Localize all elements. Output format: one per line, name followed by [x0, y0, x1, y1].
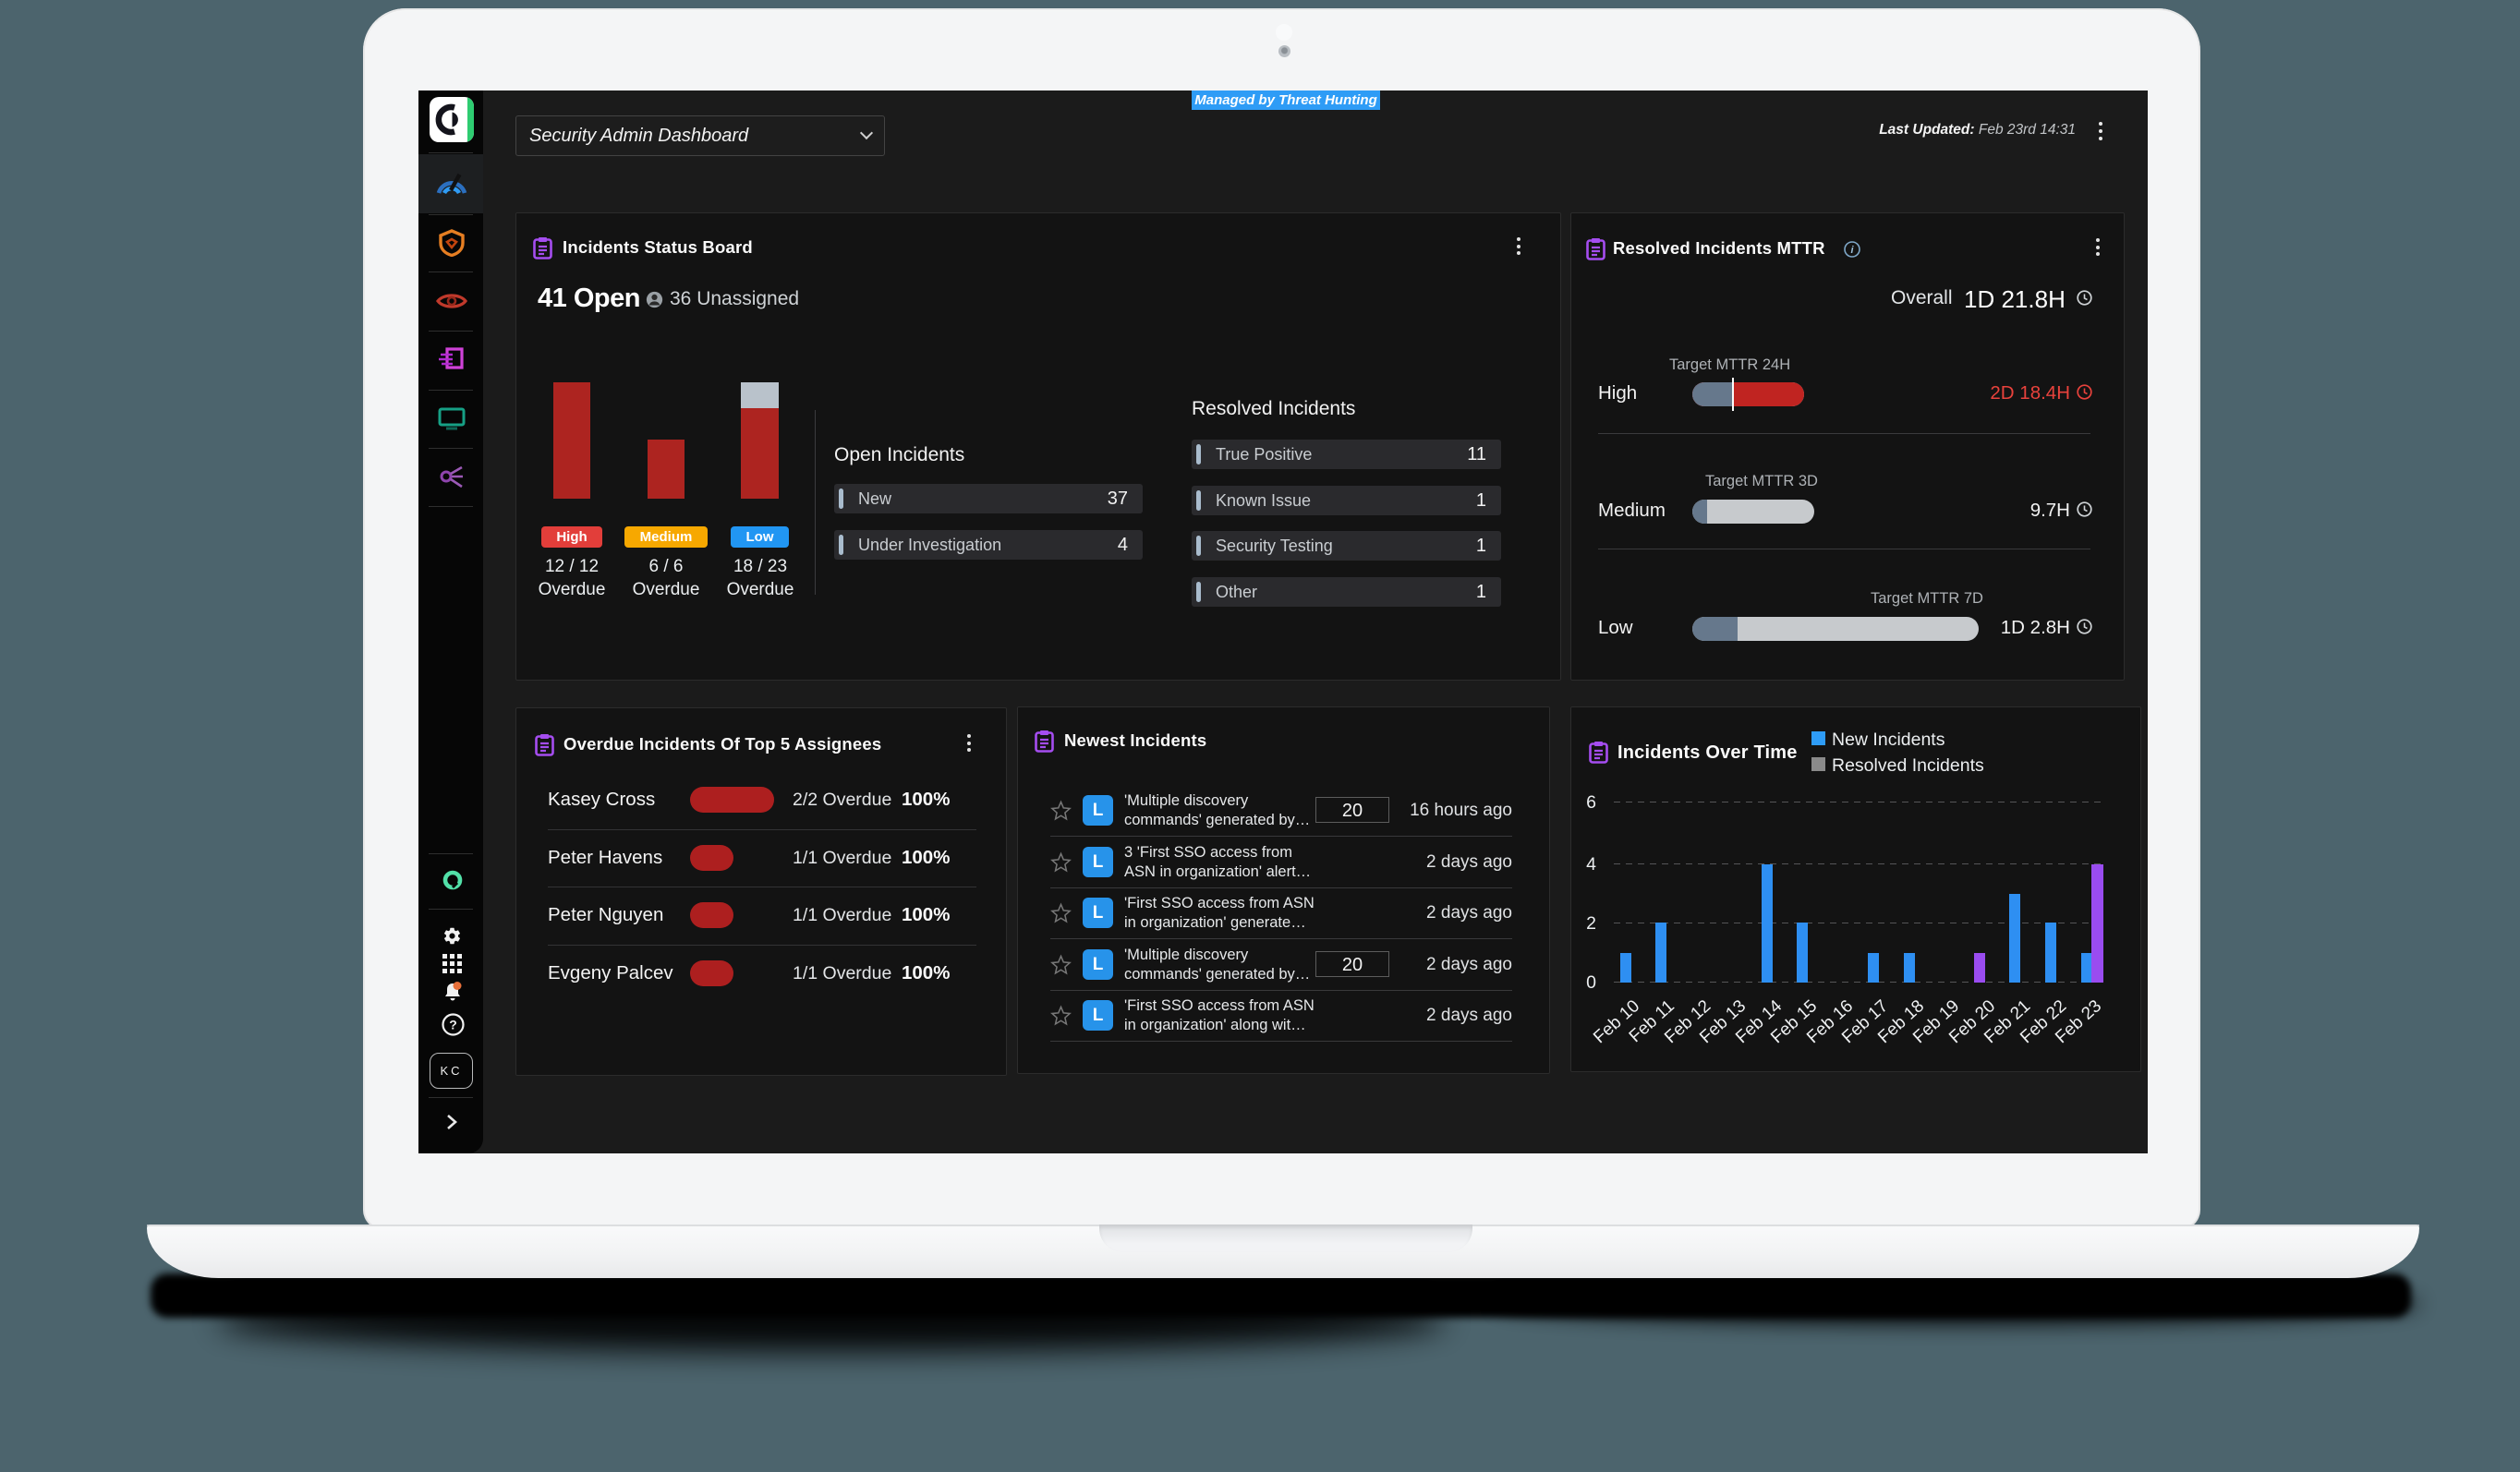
svg-text:i: i: [1850, 245, 1854, 256]
svg-text:?: ?: [449, 1018, 457, 1032]
